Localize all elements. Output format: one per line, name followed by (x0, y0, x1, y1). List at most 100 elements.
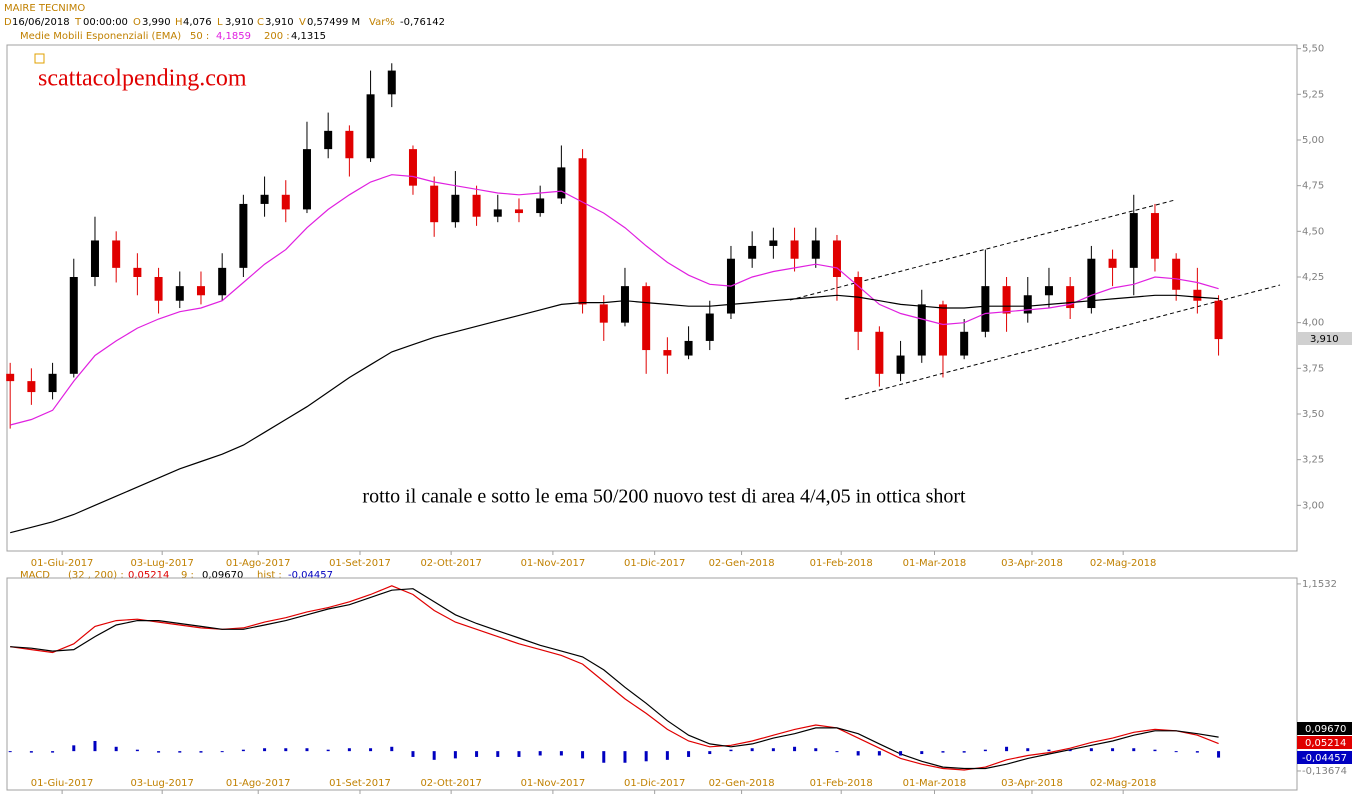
y-tick-label: -0,13674 (1302, 766, 1347, 777)
hist-bar (1089, 748, 1093, 752)
hist-bar (51, 751, 55, 753)
hist-bar (581, 751, 585, 759)
hist-bar (899, 751, 903, 756)
legend-label: hist : (257, 570, 282, 581)
candle-body (1172, 258, 1181, 290)
field-label: T (74, 17, 82, 28)
legend-value: 4,1315 (291, 31, 326, 42)
x-tick-label: 03-Lug-2017 (130, 778, 193, 789)
hist-bar (284, 748, 288, 752)
hist-bar (178, 751, 182, 753)
y-tick-label: 3,25 (1302, 455, 1324, 466)
candle-body (960, 331, 969, 356)
x-tick-label: 01-Dic-2017 (624, 558, 685, 569)
y-tick-label: 3,75 (1302, 363, 1324, 374)
y-tick-label: 3,00 (1302, 500, 1324, 511)
candle-body (769, 240, 778, 246)
y-tick-label: 5,25 (1302, 89, 1324, 100)
signal-last: 0,09670 (1305, 724, 1346, 735)
hist-bar (793, 746, 797, 752)
price-panel (6, 44, 1298, 552)
candle-body (366, 94, 375, 159)
hist-bar (114, 746, 118, 752)
candle-body (48, 373, 57, 393)
y-tick-label: 3,50 (1302, 409, 1324, 420)
hist-bar (1068, 749, 1072, 752)
channel-line (844, 284, 1281, 400)
comment: rotto il canale e sotto le ema 50/200 nu… (362, 486, 966, 508)
hist-bar (1026, 748, 1030, 752)
candle-body (663, 350, 672, 356)
legend-value: 0,05214 (128, 570, 169, 581)
hist-bar (220, 751, 224, 753)
x-tick-label: 01-Ago-2017 (226, 778, 291, 789)
x-tick-label: 02-Gen-2018 (709, 778, 775, 789)
hist-bar (347, 748, 351, 752)
x-tick-label: 02-Ott-2017 (420, 558, 481, 569)
value-box (1297, 751, 1352, 764)
field-label: Var% (369, 17, 395, 28)
macd-legend: MACD (32 , 200) : 0,05214 9 : 0,09670 hi… (20, 570, 333, 581)
candle-body (218, 267, 227, 296)
hist-bar (1047, 749, 1051, 752)
candle-body (1023, 295, 1032, 314)
candle-body (1214, 300, 1223, 340)
x-tick-label: 01-Ago-2017 (226, 558, 291, 569)
hist-bar (453, 751, 457, 759)
legend-value: 4,1859 (216, 31, 251, 42)
hist-bar (135, 749, 139, 752)
x-tick-label: 01-Mar-2018 (903, 778, 967, 789)
candle-body (642, 286, 651, 351)
hist-bar (835, 751, 839, 753)
value-box (1297, 722, 1352, 735)
series-line (10, 294, 1219, 534)
candle-body (620, 286, 629, 323)
x-tick-label: 02-Mag-2018 (1090, 558, 1157, 569)
x-tick-label: 01-Set-2017 (329, 558, 391, 569)
candle-body (1150, 213, 1159, 259)
candle-body (536, 198, 545, 214)
hist-bar (559, 751, 563, 756)
legend-label: 200 : (264, 31, 290, 42)
x-tick-label: 01-Dic-2017 (624, 778, 685, 789)
x-tick-label: 01-Nov-2017 (521, 778, 586, 789)
candle-body (6, 373, 15, 382)
hist-bar (602, 751, 606, 763)
y-tick-label: 5,50 (1302, 44, 1324, 55)
hist-bar (1174, 751, 1178, 753)
candle-body (514, 209, 523, 214)
field-label: V (299, 17, 306, 28)
hist-bar (962, 751, 966, 753)
candle-body (1087, 258, 1096, 309)
last-price: 3,910 (1310, 334, 1339, 345)
hist-last: -0,04457 (1302, 753, 1347, 764)
hist-bar (432, 751, 436, 760)
candle-body (154, 276, 163, 301)
hist-bar (623, 751, 627, 763)
field-label: H (175, 17, 183, 28)
candle-body (705, 313, 714, 341)
hist-bar (1153, 749, 1157, 752)
candle-body (324, 130, 333, 150)
series-line (10, 174, 1219, 426)
candle-body (832, 240, 841, 277)
hist-bar (411, 751, 415, 757)
hist-bar (1111, 748, 1115, 752)
macd-panel (6, 577, 1298, 791)
candle-body (790, 240, 799, 259)
candle-body (387, 70, 396, 95)
field-value: 00:00:00 (83, 17, 128, 28)
hist-bar (941, 751, 945, 753)
hist-bar (390, 746, 394, 752)
x-tick-label: 01-Feb-2018 (810, 558, 873, 569)
hist-bar (814, 748, 818, 752)
legend-label: (32 , 200) : (68, 570, 124, 581)
hist-bar (1132, 748, 1136, 752)
hist-bar (983, 749, 987, 752)
candle-body (811, 240, 820, 259)
field-label: D (4, 17, 12, 28)
hist-bar (1217, 751, 1221, 758)
x-tick-label: 03-Lug-2017 (130, 558, 193, 569)
legend-label: 9 : (181, 570, 194, 581)
